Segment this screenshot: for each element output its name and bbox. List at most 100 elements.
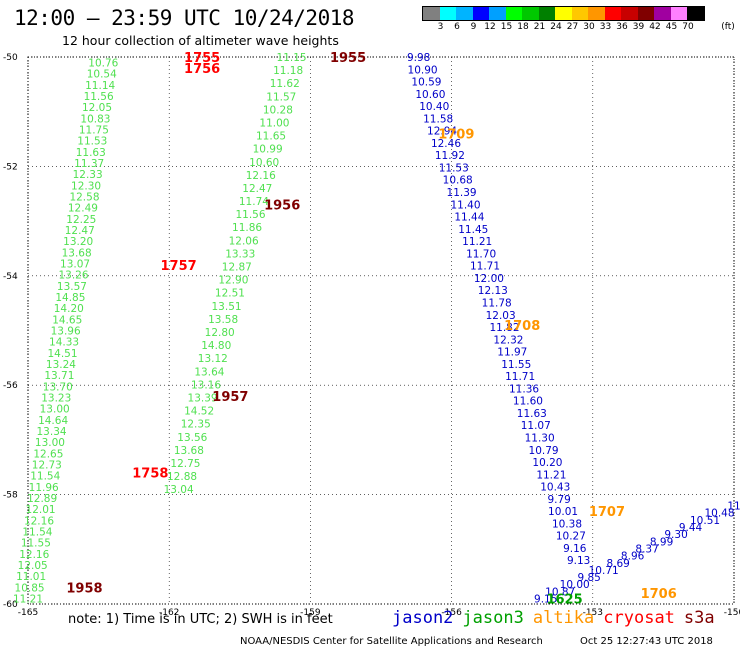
pass-time-label: 1756 <box>184 62 220 77</box>
wave-height-value: 12.16 <box>19 549 49 561</box>
wave-height-value: 9.15 <box>534 594 557 606</box>
wave-height-value: 11.53 <box>77 136 107 148</box>
wave-height-value: 11.18 <box>273 65 303 77</box>
wave-height-value: 12.46 <box>431 138 461 150</box>
lon-tick-label: -159 <box>300 608 321 618</box>
wave-height-value: 12.51 <box>215 288 245 300</box>
credit-text: NOAA/NESDIS Center for Satellite Applica… <box>240 636 543 647</box>
wave-height-value: 11.40 <box>450 199 480 211</box>
colorbar-labels: 3 6 9 12 15 18 21 24 27 30 33 36 39 42 45 70 (ft) <box>422 22 740 34</box>
wave-height-value: 8.69 <box>606 558 629 570</box>
wave-height-value: 13.26 <box>58 270 88 282</box>
colorbar-swatch <box>423 7 440 20</box>
wave-height-value: 12.01 <box>26 504 56 516</box>
legend-altika: altika <box>532 608 595 628</box>
wave-height-value: 13.12 <box>198 353 228 365</box>
colorbar-label: 12 <box>484 22 496 32</box>
wave-height-value: 12.47 <box>65 225 95 237</box>
wave-height-value: 10.54 <box>87 69 117 81</box>
wave-height-value: 10.71 <box>589 565 619 577</box>
wave-height-value: 13.00 <box>40 404 70 416</box>
wave-height-value: 13.64 <box>194 366 224 378</box>
wave-height-value: 11.21 <box>536 469 566 481</box>
wave-height-value: 11.82 <box>489 322 519 334</box>
lat-tick-label: -58 <box>3 491 18 501</box>
wave-height-value: 10.68 <box>443 175 473 187</box>
wave-height-value: 11.97 <box>497 347 527 359</box>
wave-height-value: 14.33 <box>49 337 79 349</box>
map-subtitle: 12 hour collection of altimeter wave hei… <box>62 33 339 48</box>
legend-jason2: jason2 <box>392 608 454 628</box>
wave-height-value: 11.70 <box>466 248 496 260</box>
colorbar-swatch <box>621 7 638 20</box>
wave-height-value: 12.05 <box>82 102 112 114</box>
wave-height-value: 12.30 <box>71 180 101 192</box>
colorbar-swatch <box>604 7 621 20</box>
wave-height-value: 10.51 <box>690 515 720 527</box>
wave-height-value: 12.58 <box>69 191 99 203</box>
wave-height-value: 13.71 <box>44 370 74 382</box>
wave-height-value: 14.80 <box>201 340 231 352</box>
pass-time-label: 1708 <box>504 319 540 334</box>
wave-height-value: 14.52 <box>184 406 214 418</box>
wave-height-value: 12.06 <box>229 235 259 247</box>
wave-height-value: 11.36 <box>509 383 539 395</box>
wave-height-value: 14.51 <box>47 348 77 360</box>
legend-cryosat: cryosat <box>603 608 675 628</box>
map-frame <box>27 56 735 605</box>
lon-tick-label: -162 <box>159 608 179 618</box>
wave-height-value: 9.85 <box>577 572 600 584</box>
colorbar-label: 30 <box>583 22 595 32</box>
wave-height-value: 12.25 <box>66 214 96 226</box>
colorbar-label: 39 <box>632 22 645 32</box>
wave-height-value: 12.13 <box>478 285 508 297</box>
wave-height-value: 13.16 <box>191 379 221 391</box>
wave-height-value: 11.63 <box>76 147 106 159</box>
lon-tick-label: -153 <box>583 608 603 618</box>
colorbar-swatch <box>489 7 506 20</box>
pass-time-label: 1758 <box>132 467 168 482</box>
colorbar-swatch <box>505 7 522 20</box>
wave-height-value: 9.13 <box>567 555 590 567</box>
wave-height-value: 13.70 <box>43 381 73 393</box>
wave-height-value: 12.75 <box>170 458 200 470</box>
wave-height-value: 11.21 <box>462 236 492 248</box>
wave-height-value: 13.04 <box>164 484 194 496</box>
wave-height-value: 10.60 <box>249 157 279 169</box>
pass-time-label: 1706 <box>641 587 677 602</box>
pass-time-label: 1958 <box>66 582 102 597</box>
wave-height-value: 8.37 <box>635 543 658 555</box>
wave-height-value: 10.90 <box>408 64 438 76</box>
colorbar-label: 24 <box>550 22 562 32</box>
wave-height-value: 13.23 <box>41 393 71 405</box>
wave-height-value: 14.20 <box>54 303 84 315</box>
colorbar-swatch <box>654 7 671 20</box>
wave-height-value: 10.60 <box>415 89 445 101</box>
wave-height-value: 11.15 <box>277 52 307 64</box>
colorbar-swatch <box>571 7 588 20</box>
lat-tick-label: -52 <box>3 162 18 172</box>
wave-height-value: 11.56 <box>84 91 114 103</box>
colorbar-swatch <box>687 7 704 20</box>
wave-height-value: 10.76 <box>88 57 118 69</box>
wave-height-value: 10.20 <box>532 457 562 469</box>
wave-height-value: 11.71 <box>505 371 535 383</box>
wave-height-value: 11.00 <box>259 117 289 129</box>
wave-height-value: 10.99 <box>253 144 283 156</box>
legend-jason3: jason3 <box>462 608 524 628</box>
wave-height-value: 12.16 <box>246 170 276 182</box>
wave-height-value: 14.85 <box>55 292 85 304</box>
wave-height-value: 12.32 <box>493 334 523 346</box>
wave-height-value: 12.33 <box>73 169 103 181</box>
wave-height-value: 12.65 <box>33 448 63 460</box>
wave-height-value: 11.56 <box>235 209 265 221</box>
wave-height-value: 12.05 <box>18 560 48 572</box>
wave-height-value: 12.87 <box>222 262 252 274</box>
wave-height-value: 10.00 <box>560 579 590 591</box>
wave-height-value: 13.68 <box>174 445 204 457</box>
colorbar-label: 6 <box>454 22 460 32</box>
wave-height-value: 11.65 <box>256 131 286 143</box>
lon-tick-label: -156 <box>441 608 462 618</box>
wave-height-value: 13.20 <box>63 236 93 248</box>
wave-height-value: 13.39 <box>188 392 218 404</box>
